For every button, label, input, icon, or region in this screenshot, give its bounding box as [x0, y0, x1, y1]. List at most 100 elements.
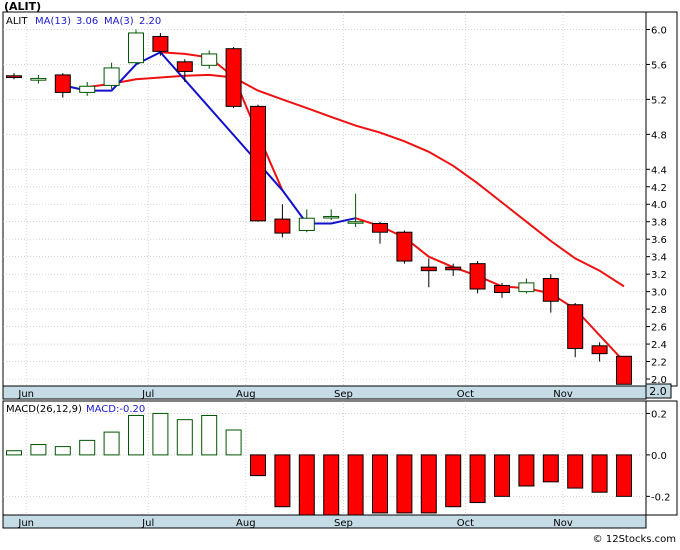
macd-bar — [396, 454, 413, 514]
macd-bar — [445, 454, 462, 508]
last-price-box — [645, 383, 672, 399]
macd-month-label: Jul — [141, 518, 154, 529]
candle-body — [469, 263, 486, 290]
candle-body — [420, 266, 437, 272]
macd-bar — [128, 415, 144, 456]
macd-month-labels: Jun Jul Aug Sep Oct Nov — [17, 518, 572, 529]
candle-body — [128, 32, 144, 64]
price-tick-label: 3.0 — [651, 288, 667, 299]
candle-body — [152, 35, 169, 52]
candle — [616, 355, 632, 385]
ma13-layer — [87, 73, 625, 288]
candle-body — [176, 61, 193, 72]
macd-bar — [518, 454, 535, 487]
price-panel-frame — [2, 11, 647, 387]
macd-bar — [494, 454, 510, 497]
macd-tick-label: -0.2 — [651, 492, 671, 503]
macd-bar — [201, 415, 218, 456]
macd-month-strip — [2, 514, 647, 529]
last-price-label: 2.0 — [649, 385, 667, 398]
candle-body — [347, 221, 364, 224]
macd-bar — [6, 450, 22, 456]
price-tick-label: 3.8 — [651, 218, 667, 229]
macd-tick-label: 0.2 — [651, 409, 667, 420]
footer-credit: © 12Stocks.com — [593, 534, 676, 545]
month-label: Nov — [553, 389, 573, 400]
month-label: Jul — [141, 389, 154, 400]
macd-bar — [616, 454, 632, 497]
candle-body — [323, 215, 340, 219]
candle — [30, 74, 47, 84]
candle — [347, 193, 364, 227]
macd-bar — [542, 454, 559, 483]
candle-body — [30, 77, 47, 81]
legend-ma13-label: MA(13) — [35, 16, 71, 27]
candle-body — [54, 74, 71, 93]
ma13-line — [87, 73, 625, 288]
candle-body — [518, 282, 535, 293]
price-grid — [3, 12, 646, 386]
macd-bar — [225, 429, 242, 456]
macd-tick-label: 0.0 — [651, 451, 667, 462]
price-tick-label: 2.0 — [651, 375, 667, 386]
macd-y-axis: 0.2 0.0 -0.2 — [646, 409, 671, 503]
candle — [445, 263, 462, 276]
macd-bar — [250, 454, 266, 477]
price-tick-label: 2.4 — [651, 340, 667, 351]
candle-body — [225, 48, 242, 107]
macd-bar — [79, 439, 96, 456]
candle — [567, 302, 584, 358]
price-tick-label: 3.2 — [651, 270, 667, 281]
candle — [201, 50, 218, 69]
candle — [176, 59, 193, 82]
candle-body — [6, 75, 22, 79]
month-label: Aug — [236, 389, 256, 400]
macd-month-label: Oct — [457, 518, 474, 529]
candle — [250, 104, 266, 222]
candle — [372, 221, 388, 244]
candle — [396, 230, 413, 264]
candle-body — [79, 85, 96, 93]
candle-body — [250, 105, 266, 222]
candle — [518, 278, 535, 294]
macd-bar — [591, 454, 608, 493]
candle-body — [494, 285, 510, 293]
candle-body — [445, 266, 462, 271]
candle-body — [542, 278, 559, 302]
macd-month-label: Jun — [17, 518, 34, 529]
candle — [323, 209, 340, 220]
price-tick-label: 4.4 — [651, 165, 667, 176]
candle-body — [274, 218, 291, 234]
price-tick-label: 3.4 — [651, 253, 667, 264]
month-label: Sep — [334, 389, 353, 400]
price-tick-label: 2.8 — [651, 305, 667, 316]
candle — [469, 261, 486, 294]
macd-bar — [176, 419, 193, 456]
macd-bar — [152, 412, 169, 456]
price-tick-label: 6.0 — [651, 25, 667, 36]
candle — [152, 32, 169, 56]
price-tick-label: 2.2 — [651, 358, 667, 369]
macd-bar — [420, 454, 437, 514]
chart-title: (ALIT) — [4, 0, 41, 13]
macd-bar — [372, 454, 388, 514]
candle — [103, 62, 120, 89]
candle — [542, 274, 559, 313]
price-tick-label: 2.6 — [651, 323, 667, 334]
macd-bar — [298, 454, 315, 518]
price-month-labels: Jun Jul Aug Sep Oct Nov — [17, 389, 572, 400]
macd-bar — [54, 446, 71, 456]
price-tick-label: 5.2 — [651, 95, 667, 106]
candle — [79, 81, 96, 96]
candle-body — [567, 304, 584, 349]
candle-body — [372, 222, 388, 233]
price-tick-label: 4.8 — [651, 130, 667, 141]
candle — [54, 73, 71, 98]
macd-axis-frame — [645, 400, 678, 516]
candle — [274, 204, 291, 238]
candle — [225, 46, 242, 109]
candle-body — [616, 355, 632, 385]
candle-body — [103, 67, 120, 86]
price-legend: ALIT MA(13) 3.06 MA(3) 2.20 — [6, 16, 161, 27]
